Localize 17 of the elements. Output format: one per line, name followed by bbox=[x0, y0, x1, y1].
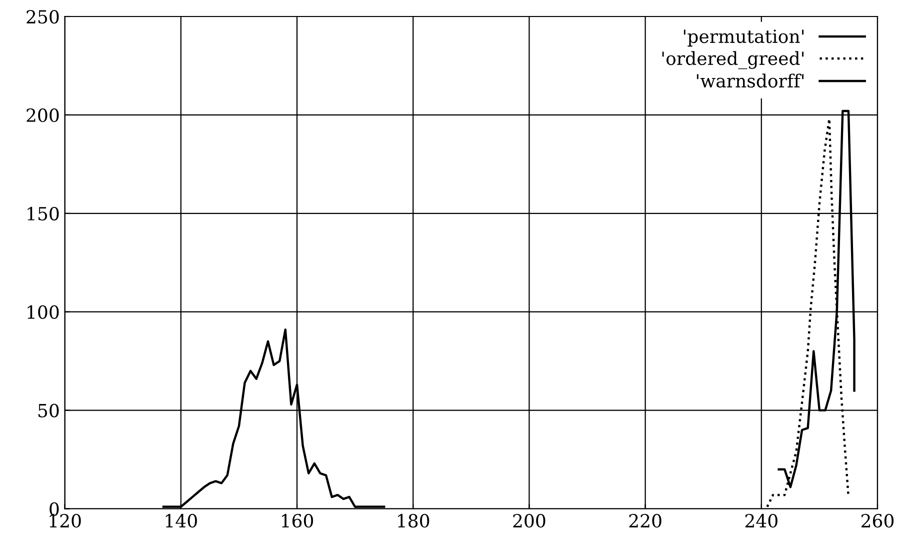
legend-label: 'ordered_greed' bbox=[662, 51, 804, 70]
y-tick-label: 250 bbox=[26, 10, 59, 24]
x-tick-label: 240 bbox=[745, 514, 778, 528]
x-tick-label: 160 bbox=[282, 514, 314, 528]
x-tick-label: 220 bbox=[629, 514, 662, 528]
x-tick-label: 200 bbox=[513, 514, 546, 528]
legend-label: 'permutation' bbox=[684, 30, 804, 47]
x-tick-label: 120 bbox=[50, 514, 81, 528]
y-tick-label: 100 bbox=[28, 305, 59, 319]
y-tick-label: 200 bbox=[26, 108, 59, 122]
y-tick-label: 50 bbox=[38, 404, 59, 418]
x-tick-label: 140 bbox=[166, 514, 197, 528]
x-tick-label: 260 bbox=[861, 514, 894, 528]
y-tick-label: 150 bbox=[28, 206, 59, 221]
y-tick-label: 0 bbox=[50, 502, 59, 516]
x-tick-label: 180 bbox=[398, 514, 430, 528]
legend-label: 'warnsdorff' bbox=[696, 74, 804, 88]
